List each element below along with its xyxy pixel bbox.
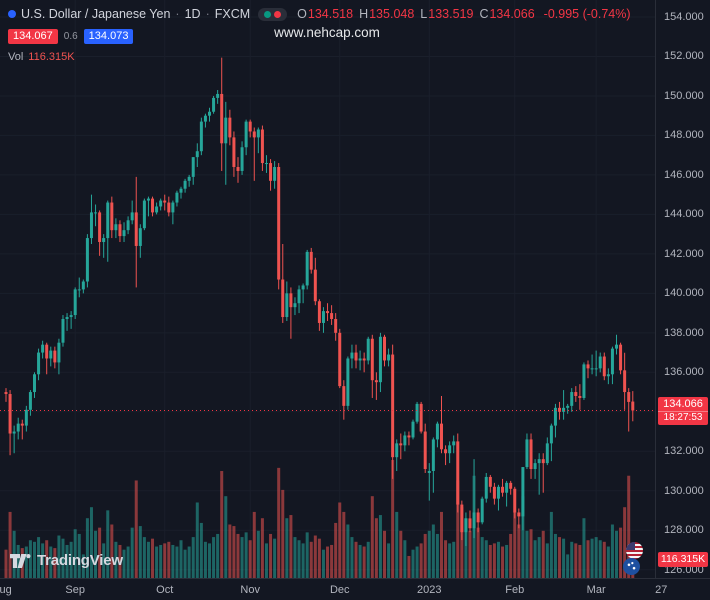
price-axis-label: 126.000 <box>664 563 704 576</box>
price-axis-label: 148.000 <box>664 129 704 142</box>
exchange-label[interactable]: FXCM <box>214 7 251 21</box>
time-axis-label: Oct <box>156 584 174 596</box>
ohlc-close: C134.066 <box>479 7 535 21</box>
time-axis-label: Sep <box>65 584 85 596</box>
symbol-legend: U.S. Dollar / Japanese Yen · 1D · FXCM O… <box>8 7 631 21</box>
ohlc-open: O134.518 <box>297 7 354 21</box>
symbol-title[interactable]: U.S. Dollar / Japanese Yen <box>21 7 171 21</box>
current-price-badge: 134.066 18:27:53 <box>658 397 708 426</box>
separator-dot: · <box>175 7 180 21</box>
price-axis-label: 144.000 <box>664 208 704 221</box>
price-axis-label: 150.000 <box>664 89 704 102</box>
us-flag-icon[interactable] <box>626 542 643 559</box>
price-axis-label: 132.000 <box>664 445 704 458</box>
current-price-value: 134.066 <box>663 398 703 411</box>
price-axis-label: 142.000 <box>664 247 704 260</box>
separator-dot: · <box>205 7 210 21</box>
pair-flag-stickers <box>618 542 654 580</box>
time-axis-label: Aug <box>0 584 12 596</box>
current-volume-badge: 116.315K <box>658 551 708 567</box>
price-axis-label: 138.000 <box>664 326 704 339</box>
time-axis-label: 2023 <box>417 584 442 596</box>
change-label: -0.995 (-0.74%) <box>543 7 631 21</box>
tradingview-logo[interactable]: TradingView <box>10 552 123 569</box>
status-dot-red-icon <box>274 10 282 18</box>
price-axis-label: 128.000 <box>664 524 704 537</box>
time-axis-label: Mar <box>586 584 606 596</box>
countdown-timer: 18:27:53 <box>658 411 708 424</box>
market-status-pill[interactable] <box>258 7 288 21</box>
price-axis-label: 154.000 <box>664 10 704 23</box>
volume-legend: Vol 116.315K <box>8 51 75 63</box>
chart-pane[interactable] <box>0 0 655 578</box>
volume-value: 116.315K <box>28 51 75 63</box>
time-axis-label: 27 <box>655 584 668 596</box>
price-axis-label: 130.000 <box>664 484 704 497</box>
status-dot-green-icon <box>264 10 272 18</box>
price-axis-label: 146.000 <box>664 168 704 181</box>
interval-label[interactable]: 1D <box>184 7 201 21</box>
candlestick-chart[interactable] <box>0 0 655 578</box>
instrument-icon <box>8 10 16 18</box>
time-axis-label: Feb <box>505 584 525 596</box>
bid-ask-row: 134.067 0.6 134.073 <box>8 29 134 44</box>
ask-price-badge: 134.073 <box>83 29 134 44</box>
watermark: www.nehcap.com <box>274 25 380 40</box>
ohlc-values: O134.518 H135.048 L133.519 C134.066 <box>297 7 535 21</box>
volume-label: Vol <box>8 51 24 63</box>
ohlc-low: L133.519 <box>420 7 474 21</box>
price-axis[interactable]: 126.000128.000130.000132.000134.000136.0… <box>655 0 710 578</box>
price-axis-label: 136.000 <box>664 366 704 379</box>
price-axis-label: 140.000 <box>664 287 704 300</box>
blue-flag-icon[interactable] <box>623 558 640 575</box>
tradingview-mark-icon <box>10 553 31 568</box>
time-axis-label: Nov <box>240 584 260 596</box>
time-axis-label: Dec <box>329 584 350 596</box>
time-axis[interactable]: Aug Sep Oct Nov Dec 2023 Feb Mar 27 <box>0 578 710 600</box>
bid-price-badge: 134.067 <box>8 29 58 44</box>
spread-label: 0.6 <box>63 31 78 42</box>
price-axis-label: 152.000 <box>664 50 704 63</box>
tradingview-wordmark: TradingView <box>37 552 123 569</box>
ohlc-high: H135.048 <box>359 7 415 21</box>
